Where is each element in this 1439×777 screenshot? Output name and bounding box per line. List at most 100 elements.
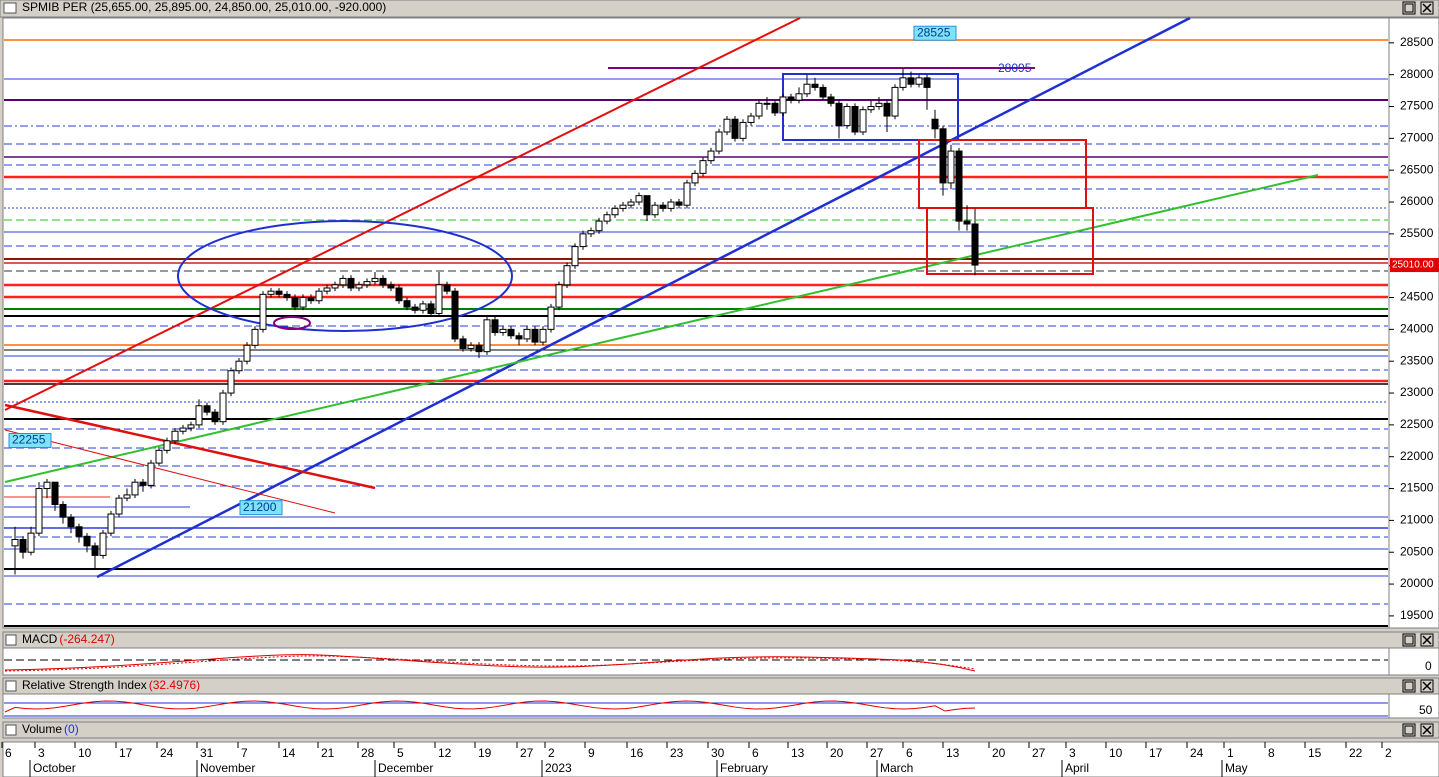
y-tick-label: 28000 bbox=[1400, 67, 1434, 81]
trendline bbox=[4, 174, 1319, 483]
level-label-box bbox=[239, 500, 283, 516]
x-day-label: 30 bbox=[711, 746, 725, 760]
y-tick-label: 22500 bbox=[1400, 417, 1434, 431]
candle-body bbox=[163, 440, 171, 451]
x-day-label: 6 bbox=[906, 746, 913, 760]
y-tick-label: 26000 bbox=[1400, 194, 1434, 208]
x-month-label: 2023 bbox=[545, 761, 572, 775]
candle-body bbox=[195, 405, 203, 426]
highlight-ellipse bbox=[177, 220, 513, 332]
candle-body bbox=[931, 118, 939, 130]
x-day-label: 27 bbox=[520, 746, 534, 760]
candle-body bbox=[411, 306, 419, 311]
level-label-box bbox=[913, 25, 957, 41]
candle-body bbox=[67, 516, 75, 528]
candle-body bbox=[963, 220, 971, 225]
candle-body bbox=[35, 488, 43, 534]
panel-reading: (-264.247) bbox=[59, 632, 114, 646]
y-tick-label: 20000 bbox=[1400, 576, 1434, 590]
candle-body bbox=[635, 195, 643, 203]
candle-body bbox=[867, 106, 875, 111]
maximize-button[interactable] bbox=[1402, 633, 1416, 647]
candle-body bbox=[91, 545, 99, 556]
candle-body bbox=[419, 303, 427, 311]
y-tick-label: 23500 bbox=[1400, 353, 1434, 367]
candle-body bbox=[339, 277, 347, 286]
candle-body bbox=[387, 284, 395, 289]
y-tick-label: 26500 bbox=[1400, 162, 1434, 176]
candle-body bbox=[243, 344, 251, 362]
x-day-label: 20 bbox=[830, 746, 844, 760]
candle-body bbox=[363, 281, 371, 286]
candle-body bbox=[947, 150, 955, 184]
candle-body bbox=[675, 201, 683, 206]
candle-body bbox=[499, 328, 507, 334]
y-tick-label: 27500 bbox=[1400, 99, 1434, 113]
last-price-box bbox=[1390, 258, 1439, 273]
candle-body bbox=[563, 265, 571, 286]
candle-body bbox=[443, 284, 451, 292]
candle-body bbox=[699, 160, 707, 174]
maximize-button[interactable] bbox=[1402, 1, 1416, 15]
panel-icon bbox=[5, 724, 17, 736]
level-label: 21200 bbox=[243, 500, 277, 514]
x-day-label: 6 bbox=[5, 746, 12, 760]
x-day-label: 16 bbox=[630, 746, 644, 760]
candle-body bbox=[587, 230, 595, 235]
candle-body bbox=[123, 494, 131, 499]
candle-body bbox=[939, 128, 947, 184]
candle-body bbox=[811, 83, 819, 88]
maximize-button[interactable] bbox=[1402, 723, 1416, 737]
x-day-label: 17 bbox=[1149, 746, 1163, 760]
window-icon bbox=[3, 2, 17, 14]
candle-body bbox=[579, 233, 587, 248]
level-label-box bbox=[8, 432, 52, 448]
candle-body bbox=[99, 532, 107, 556]
price-axis bbox=[1388, 17, 1439, 629]
candle-body bbox=[747, 115, 755, 123]
x-day-label: 8 bbox=[1268, 746, 1275, 760]
candle-body bbox=[611, 207, 619, 216]
candle-body bbox=[899, 77, 907, 88]
macd-signal bbox=[4, 655, 976, 672]
x-month-label: October bbox=[33, 761, 76, 775]
y-tick-label: 21500 bbox=[1400, 481, 1434, 495]
panel-axis bbox=[1388, 693, 1439, 719]
x-day-label: 12 bbox=[438, 746, 452, 760]
trendline bbox=[4, 403, 376, 490]
candle-body bbox=[11, 538, 19, 547]
candle-body bbox=[875, 102, 883, 108]
price-plot bbox=[2, 17, 1390, 629]
trendline bbox=[4, 17, 801, 411]
candle-body bbox=[427, 303, 435, 314]
candle-body bbox=[883, 102, 891, 117]
panel-title: Relative Strength Index bbox=[22, 678, 147, 692]
x-day-label: 31 bbox=[200, 746, 214, 760]
candle-body bbox=[971, 223, 979, 266]
candle-body bbox=[227, 370, 235, 394]
candle-body bbox=[531, 328, 539, 343]
x-day-label: 3 bbox=[1069, 746, 1076, 760]
candle-body bbox=[683, 182, 691, 206]
candle-body bbox=[571, 246, 579, 267]
y-tick-label: 25500 bbox=[1400, 226, 1434, 240]
candle-body bbox=[739, 121, 747, 139]
candle-body bbox=[179, 427, 187, 432]
y-tick-label: 19500 bbox=[1400, 608, 1434, 622]
panel-header bbox=[2, 721, 1439, 739]
candle-body bbox=[731, 118, 739, 139]
candle-body bbox=[59, 503, 67, 518]
level-label: 22255 bbox=[12, 433, 46, 447]
x-day-label: 17 bbox=[119, 746, 133, 760]
maximize-button[interactable] bbox=[1402, 679, 1416, 693]
x-month-label: November bbox=[200, 761, 255, 775]
maximize-icon bbox=[1404, 3, 1414, 13]
candle-body bbox=[547, 306, 555, 330]
candle-body bbox=[27, 532, 35, 553]
panel-tick-label: 50 bbox=[1419, 703, 1433, 717]
x-day-label: 9 bbox=[588, 746, 595, 760]
candle-body bbox=[467, 344, 475, 349]
y-tick-label: 22000 bbox=[1400, 449, 1434, 463]
close-icon bbox=[1422, 3, 1432, 13]
